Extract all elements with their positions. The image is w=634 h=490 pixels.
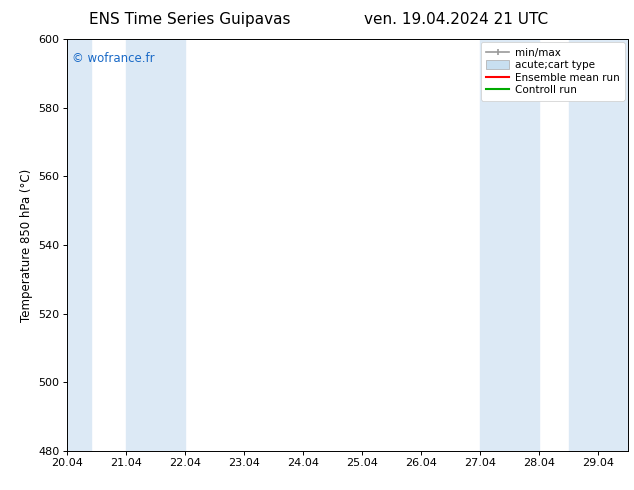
Bar [67, 39, 91, 451]
Text: © wofrance.fr: © wofrance.fr [72, 51, 155, 65]
Text: ENS Time Series Guipavas: ENS Time Series Guipavas [89, 12, 291, 27]
Bar [126, 39, 184, 451]
Bar [569, 39, 628, 451]
Bar [480, 39, 539, 451]
Text: ven. 19.04.2024 21 UTC: ven. 19.04.2024 21 UTC [365, 12, 548, 27]
Y-axis label: Temperature 850 hPa (°C): Temperature 850 hPa (°C) [20, 169, 33, 321]
Legend: min/max, acute;cart type, Ensemble mean run, Controll run: min/max, acute;cart type, Ensemble mean … [481, 42, 624, 100]
